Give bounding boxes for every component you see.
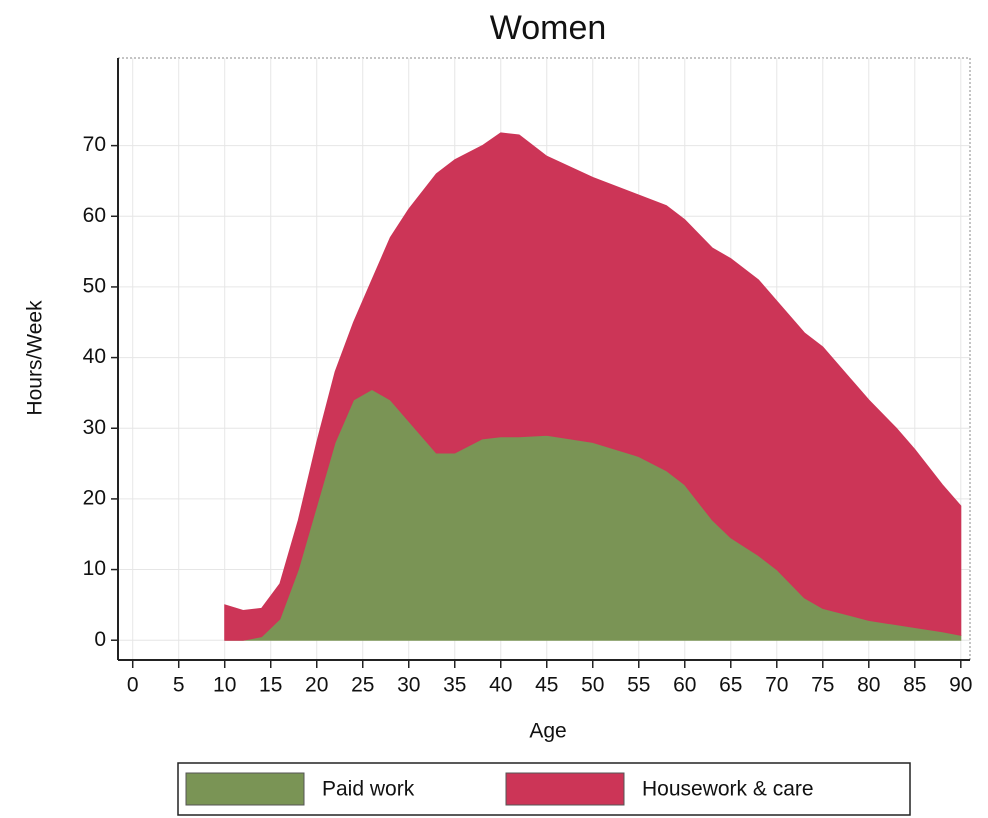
x-tick-label: 70 (765, 674, 788, 697)
chart-title: Women (490, 9, 607, 47)
x-tick-label: 25 (351, 674, 374, 697)
x-tick-label: 30 (397, 674, 420, 697)
y-axis-label: Hours/Week (24, 300, 47, 416)
x-tick-label: 80 (857, 674, 880, 697)
y-tick-label: 30 (83, 416, 106, 439)
x-tick-label: 65 (719, 674, 742, 697)
x-tick-label: 5 (173, 674, 185, 697)
x-tick-label: 45 (535, 674, 558, 697)
x-tick-label: 60 (673, 674, 696, 697)
x-tick-label: 90 (949, 674, 972, 697)
x-tick-label: 75 (811, 674, 834, 697)
y-tick-label: 50 (83, 274, 106, 297)
x-tick-label: 40 (489, 674, 512, 697)
x-tick-label: 20 (305, 674, 328, 697)
y-tick-label: 70 (83, 133, 106, 156)
x-tick-label: 15 (259, 674, 282, 697)
x-tick-label: 50 (581, 674, 604, 697)
x-tick-label: 35 (443, 674, 466, 697)
legend-swatch (185, 772, 305, 806)
y-tick-label: 60 (83, 204, 106, 227)
legend-label: Paid work (322, 778, 415, 801)
area (224, 132, 962, 641)
x-tick-label: 10 (213, 674, 236, 697)
y-tick-label: 0 (94, 628, 106, 651)
x-tick-label: 0 (127, 674, 139, 697)
x-axis-label: Age (529, 720, 566, 743)
y-tick-label: 10 (83, 557, 106, 580)
y-tick-label: 40 (83, 345, 106, 368)
legend-swatch (505, 772, 625, 806)
y-tick-label: 20 (83, 486, 106, 509)
x-tick-label: 55 (627, 674, 650, 697)
x-tick-label: 85 (903, 674, 926, 697)
legend-label: Housework & care (642, 778, 814, 801)
